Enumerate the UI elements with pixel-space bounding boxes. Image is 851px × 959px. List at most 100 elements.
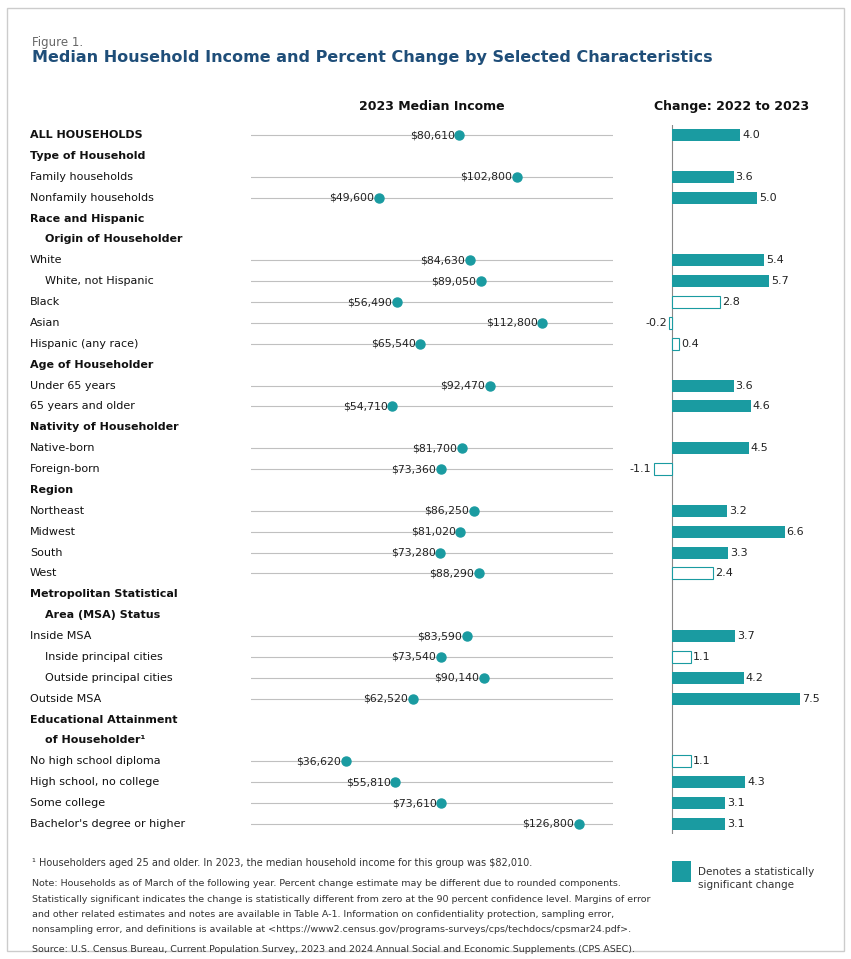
Text: 2.4: 2.4 [715,569,733,578]
Text: 6.6: 6.6 [786,526,804,537]
Text: ¹ Householders aged 25 and older. In 2023, the median household income for this : ¹ Householders aged 25 and older. In 202… [32,858,533,868]
Text: 3.6: 3.6 [735,381,753,390]
Text: $84,630: $84,630 [420,255,465,266]
Text: Black: Black [30,297,60,307]
Bar [672,401,751,412]
Text: $81,700: $81,700 [413,443,458,454]
Text: $73,280: $73,280 [391,548,436,557]
Text: -1.1: -1.1 [630,464,652,474]
Text: $90,140: $90,140 [434,673,479,683]
Text: White, not Hispanic: White, not Hispanic [45,276,154,286]
Text: $73,540: $73,540 [391,652,437,662]
Text: of Householder¹: of Householder¹ [45,736,146,745]
Text: 3.6: 3.6 [735,172,753,182]
Text: West: West [30,569,57,578]
Text: Region: Region [30,485,73,495]
Text: Source: U.S. Census Bureau, Current Population Survey, 2023 and 2024 Annual Soci: Source: U.S. Census Bureau, Current Popu… [32,945,636,953]
Bar [672,797,725,809]
Text: No high school diploma: No high school diploma [30,757,160,766]
Text: and other related estimates and notes are available in Table A-1. Information on: and other related estimates and notes ar… [32,910,614,919]
Text: $81,020: $81,020 [411,526,455,537]
Text: Under 65 years: Under 65 years [30,381,116,390]
Text: 3.2: 3.2 [728,505,746,516]
Text: $62,520: $62,520 [363,693,408,704]
Text: 65 years and older: 65 years and older [30,402,134,411]
Text: $55,810: $55,810 [346,777,391,787]
Text: 3.1: 3.1 [727,798,745,808]
Text: $36,620: $36,620 [296,757,341,766]
Text: Asian: Asian [30,318,60,328]
Text: 3.3: 3.3 [730,548,748,557]
Text: 2023 Median Income: 2023 Median Income [359,100,505,113]
Bar [672,504,727,517]
Text: Metropolitan Statistical: Metropolitan Statistical [30,589,177,599]
Text: $73,610: $73,610 [391,798,437,808]
Text: ALL HOUSEHOLDS: ALL HOUSEHOLDS [30,130,142,140]
Bar [672,442,749,455]
Bar [672,254,764,267]
Text: $65,540: $65,540 [371,339,415,349]
Text: Some college: Some college [30,798,105,808]
Text: Type of Household: Type of Household [30,151,146,161]
Text: significant change: significant change [698,880,794,890]
Text: 5.7: 5.7 [771,276,789,286]
Bar [672,630,735,643]
Text: 4.2: 4.2 [745,673,763,683]
Text: Northeast: Northeast [30,505,85,516]
Bar [672,380,734,391]
Text: 1.1: 1.1 [693,757,711,766]
Text: 4.6: 4.6 [752,402,770,411]
Text: 1.1: 1.1 [693,652,711,662]
Bar [672,338,679,350]
Text: Nonfamily households: Nonfamily households [30,193,154,202]
Text: 2.8: 2.8 [722,297,740,307]
Text: 3.7: 3.7 [737,631,755,641]
Text: $86,250: $86,250 [425,505,469,516]
Text: $88,290: $88,290 [430,569,475,578]
Bar [672,547,728,558]
Text: Note: Households as of March of the following year. Percent change estimate may : Note: Households as of March of the foll… [32,879,621,888]
Bar [672,275,769,288]
Text: Native-born: Native-born [30,443,95,454]
Text: White: White [30,255,62,266]
Text: $126,800: $126,800 [523,819,574,829]
Text: 7.5: 7.5 [802,693,820,704]
Text: Outside principal cities: Outside principal cities [45,673,173,683]
Text: Change: 2022 to 2023: Change: 2022 to 2023 [654,100,809,113]
Bar [672,129,740,141]
Text: Figure 1.: Figure 1. [32,36,83,50]
Text: $112,800: $112,800 [486,318,538,328]
Text: 5.4: 5.4 [766,255,784,266]
Text: $54,710: $54,710 [343,402,388,411]
Text: $92,470: $92,470 [441,381,485,390]
Text: Hispanic (any race): Hispanic (any race) [30,339,138,349]
Text: Family households: Family households [30,172,133,182]
Bar [672,671,744,684]
Text: Midwest: Midwest [30,526,76,537]
Text: $89,050: $89,050 [431,276,477,286]
Bar [672,171,734,183]
Text: Race and Hispanic: Race and Hispanic [30,214,144,223]
Text: $49,600: $49,600 [329,193,374,202]
Bar [672,526,785,538]
Text: Inside principal cities: Inside principal cities [45,652,163,662]
Bar [672,651,691,663]
Text: $56,490: $56,490 [347,297,392,307]
Text: $80,610: $80,610 [409,130,454,140]
Text: 3.1: 3.1 [727,819,745,829]
Text: Statistically significant indicates the change is statistically different from z: Statistically significant indicates the … [32,895,651,903]
Text: 4.5: 4.5 [751,443,768,454]
Bar [669,316,672,329]
Bar [654,463,672,475]
Text: 0.4: 0.4 [681,339,699,349]
Bar [672,776,745,788]
Bar [672,568,713,579]
Text: -0.2: -0.2 [645,318,667,328]
Text: Bachelor's degree or higher: Bachelor's degree or higher [30,819,185,829]
Bar [672,296,720,308]
Text: Area (MSA) Status: Area (MSA) Status [45,610,161,620]
Text: Inside MSA: Inside MSA [30,631,91,641]
Text: nonsampling error, and definitions is available at <https://www2.census.gov/prog: nonsampling error, and definitions is av… [32,925,631,934]
Text: Foreign-born: Foreign-born [30,464,100,474]
Text: $73,360: $73,360 [391,464,436,474]
